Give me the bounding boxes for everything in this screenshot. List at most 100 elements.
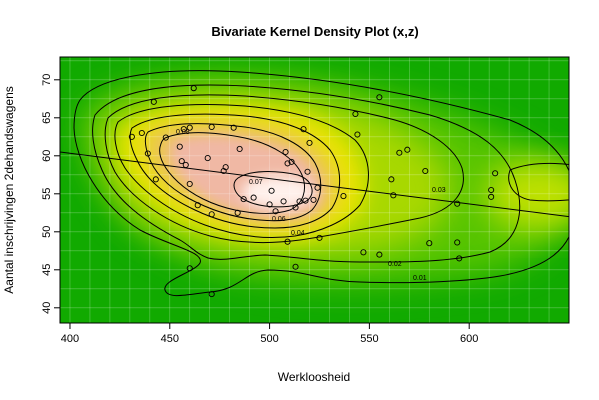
data-point [390,192,397,199]
data-point [310,196,317,203]
contour-label-0-06: 0.06 [272,216,286,223]
data-point [284,238,291,245]
data-point [292,263,299,270]
contour-label-0-03: 0.03 [432,187,446,194]
y-tick-label: 60 [41,150,53,162]
contour-0-04 [114,104,369,238]
contour-0-03 [104,94,464,244]
data-point [190,85,197,92]
data-point [222,164,229,171]
data-point [404,146,411,153]
density-layer-peak [242,176,314,208]
data-point [304,168,311,175]
data-point [492,170,499,177]
y-tick-label: 50 [41,226,53,238]
plot-frame [59,56,570,324]
grid-lines [60,57,569,323]
data-point [454,200,461,207]
data-point [266,201,273,208]
data-point [250,194,257,201]
data-point [194,202,201,209]
data-point [208,211,215,218]
data-point [178,158,185,165]
contour-0-08 [233,171,313,208]
data-point [186,180,193,187]
data-point [302,197,309,204]
contour-label-0-07: 0.07 [249,179,263,186]
data-point [280,198,287,205]
data-point [162,134,169,141]
data-point [376,94,383,101]
contour-label-0-08: 0.08 [176,129,190,136]
data-point [138,129,145,137]
data-point [396,149,403,156]
x-axis-title: Werkloosheid [278,370,350,384]
y-tick-label: 40 [41,302,53,314]
contour-label-0-01: 0.01 [413,275,427,282]
data-point [150,98,157,105]
chart-title: Bivariate Kernel Density Plot (x,z) [211,24,418,39]
data-point [176,143,183,150]
data-point [340,193,347,200]
data-point [282,148,289,156]
y-axis-title: Aantal inschrijvingen 2dehandswagens [2,86,16,293]
data-point [152,176,159,183]
contour-label-0-02: 0.02 [388,261,402,268]
data-point [426,240,433,247]
data-point [230,124,237,131]
data-point [186,265,193,272]
data-point [182,161,189,168]
x-tick-label: 400 [61,333,79,345]
data-point [296,198,303,205]
data-point [144,150,151,157]
data-point [488,186,495,194]
data-point [186,124,193,131]
contour-0-05 [129,113,341,229]
data-point [376,251,383,258]
contour-0-03-right [508,163,569,202]
x-tick-label: 450 [161,333,179,345]
data-point [204,155,211,162]
contour-0-01 [73,70,569,297]
data-point [422,167,429,175]
regression-line [60,151,569,218]
contour-label-0-04: 0.04 [291,230,305,237]
contour-0-07 [159,132,305,214]
data-point [352,110,359,118]
contour-labels: 0.08 0.07 0.06 0.04 0.03 0.02 0.01 [176,129,446,282]
data-point [314,184,321,191]
data-point [236,145,243,153]
data-point [272,208,279,215]
data-point [240,196,247,203]
data-point [208,291,215,298]
y-tick-label: 70 [41,74,53,86]
data-point [268,187,275,194]
data-point [456,255,463,262]
x-tick-label: 600 [460,333,478,345]
data-point [300,126,307,133]
data-point [208,123,215,130]
data-point [354,131,361,138]
contour-0-02 [92,84,521,263]
data-point [488,193,495,200]
data-point [288,158,295,165]
data-point [234,209,241,216]
data-point [306,139,313,146]
y-axis: 40 45 50 55 60 65 70 [41,74,60,314]
data-point [454,239,461,246]
y-tick-label: 55 [41,188,53,200]
x-tick-label: 550 [360,333,378,345]
data-point [316,234,323,241]
data-point [284,160,291,167]
data-points [128,85,499,298]
plot-region [60,57,569,323]
data-point [180,126,187,133]
data-point [128,133,135,140]
data-point [360,249,367,256]
data-point [388,176,395,183]
x-axis: 400 450 500 550 600 [61,323,478,345]
y-tick-label: 65 [41,112,53,124]
data-point [292,204,299,211]
density-layer-secondary-yellow [485,160,569,230]
